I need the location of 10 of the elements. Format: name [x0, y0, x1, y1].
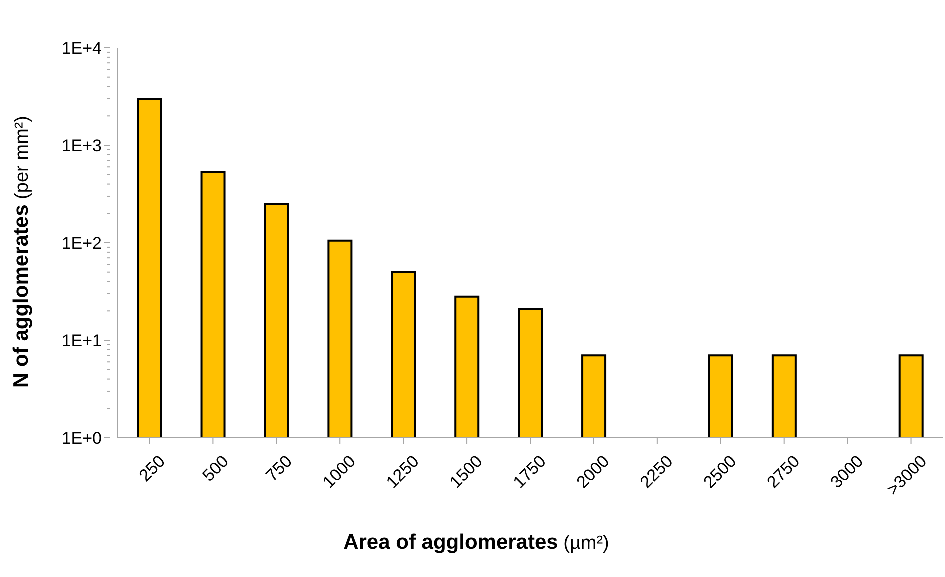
y-tick-label: 1E+2: [62, 234, 102, 253]
y-tick-label: 1E+0: [62, 429, 102, 448]
x-tick-label: 250: [136, 452, 170, 486]
y-axis-title: N of agglomerates (per mm²): [10, 116, 33, 388]
y-tick-label: 1E+1: [62, 332, 102, 350]
x-tick-label: 750: [262, 452, 296, 486]
y-tick-label: 1E+3: [62, 136, 102, 156]
x-axis-title: Area of agglomerates (µm²): [344, 531, 610, 554]
x-tick-label: 500: [199, 452, 233, 486]
y-tick-label: 1E+4: [62, 39, 102, 58]
